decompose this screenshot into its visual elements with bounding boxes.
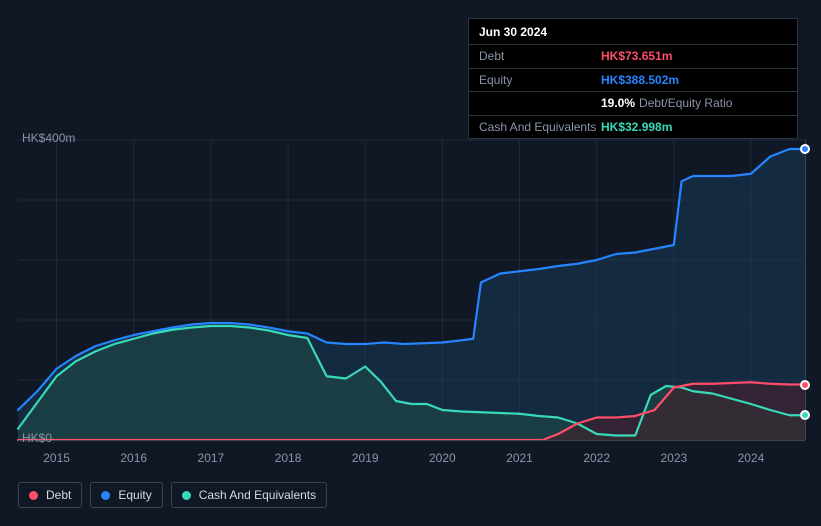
tooltip-value: 19.0%Debt/Equity Ratio bbox=[601, 96, 732, 110]
x-tick-label: 2015 bbox=[43, 451, 70, 465]
x-tick-label: 2020 bbox=[429, 451, 456, 465]
legend-item-debt[interactable]: Debt bbox=[18, 482, 82, 508]
tooltip-date: Jun 30 2024 bbox=[469, 19, 797, 45]
x-tick-label: 2017 bbox=[198, 451, 225, 465]
tooltip-value: HK$32.998m bbox=[601, 120, 672, 134]
tooltip-row: 19.0%Debt/Equity Ratio bbox=[469, 92, 797, 115]
x-tick-label: 2019 bbox=[352, 451, 379, 465]
tooltip-key: Cash And Equivalents bbox=[479, 120, 601, 134]
legend-swatch-icon bbox=[182, 491, 191, 500]
legend-item-equity[interactable]: Equity bbox=[90, 482, 162, 508]
series-end-marker-equity bbox=[800, 144, 810, 154]
x-tick-label: 2024 bbox=[738, 451, 765, 465]
legend-label: Debt bbox=[46, 488, 71, 502]
x-tick-label: 2023 bbox=[660, 451, 687, 465]
legend-label: Cash And Equivalents bbox=[199, 488, 316, 502]
tooltip-suffix: Debt/Equity Ratio bbox=[639, 96, 732, 110]
tooltip-value: HK$388.502m bbox=[601, 73, 679, 87]
x-tick-label: 2022 bbox=[583, 451, 610, 465]
tooltip-row: EquityHK$388.502m bbox=[469, 69, 797, 92]
tooltip-value: HK$73.651m bbox=[601, 49, 672, 63]
series-end-marker-debt bbox=[800, 380, 810, 390]
x-tick-label: 2018 bbox=[275, 451, 302, 465]
tooltip-row: DebtHK$73.651m bbox=[469, 45, 797, 68]
legend-swatch-icon bbox=[101, 491, 110, 500]
legend-item-cash[interactable]: Cash And Equivalents bbox=[171, 482, 327, 508]
chart-tooltip: Jun 30 2024 DebtHK$73.651mEquityHK$388.5… bbox=[468, 18, 798, 139]
legend-swatch-icon bbox=[29, 491, 38, 500]
y-tick-label: HK$0 bbox=[22, 431, 52, 445]
tooltip-key: Debt bbox=[479, 49, 601, 63]
x-tick-label: 2021 bbox=[506, 451, 533, 465]
series-end-marker-cash bbox=[800, 410, 810, 420]
tooltip-key bbox=[479, 96, 601, 110]
x-tick-label: 2016 bbox=[120, 451, 147, 465]
tooltip-row: Cash And EquivalentsHK$32.998m bbox=[469, 116, 797, 138]
y-tick-label: HK$400m bbox=[22, 131, 75, 145]
legend-label: Equity bbox=[118, 488, 151, 502]
chart-legend: Debt Equity Cash And Equivalents bbox=[18, 482, 327, 508]
tooltip-key: Equity bbox=[479, 73, 601, 87]
